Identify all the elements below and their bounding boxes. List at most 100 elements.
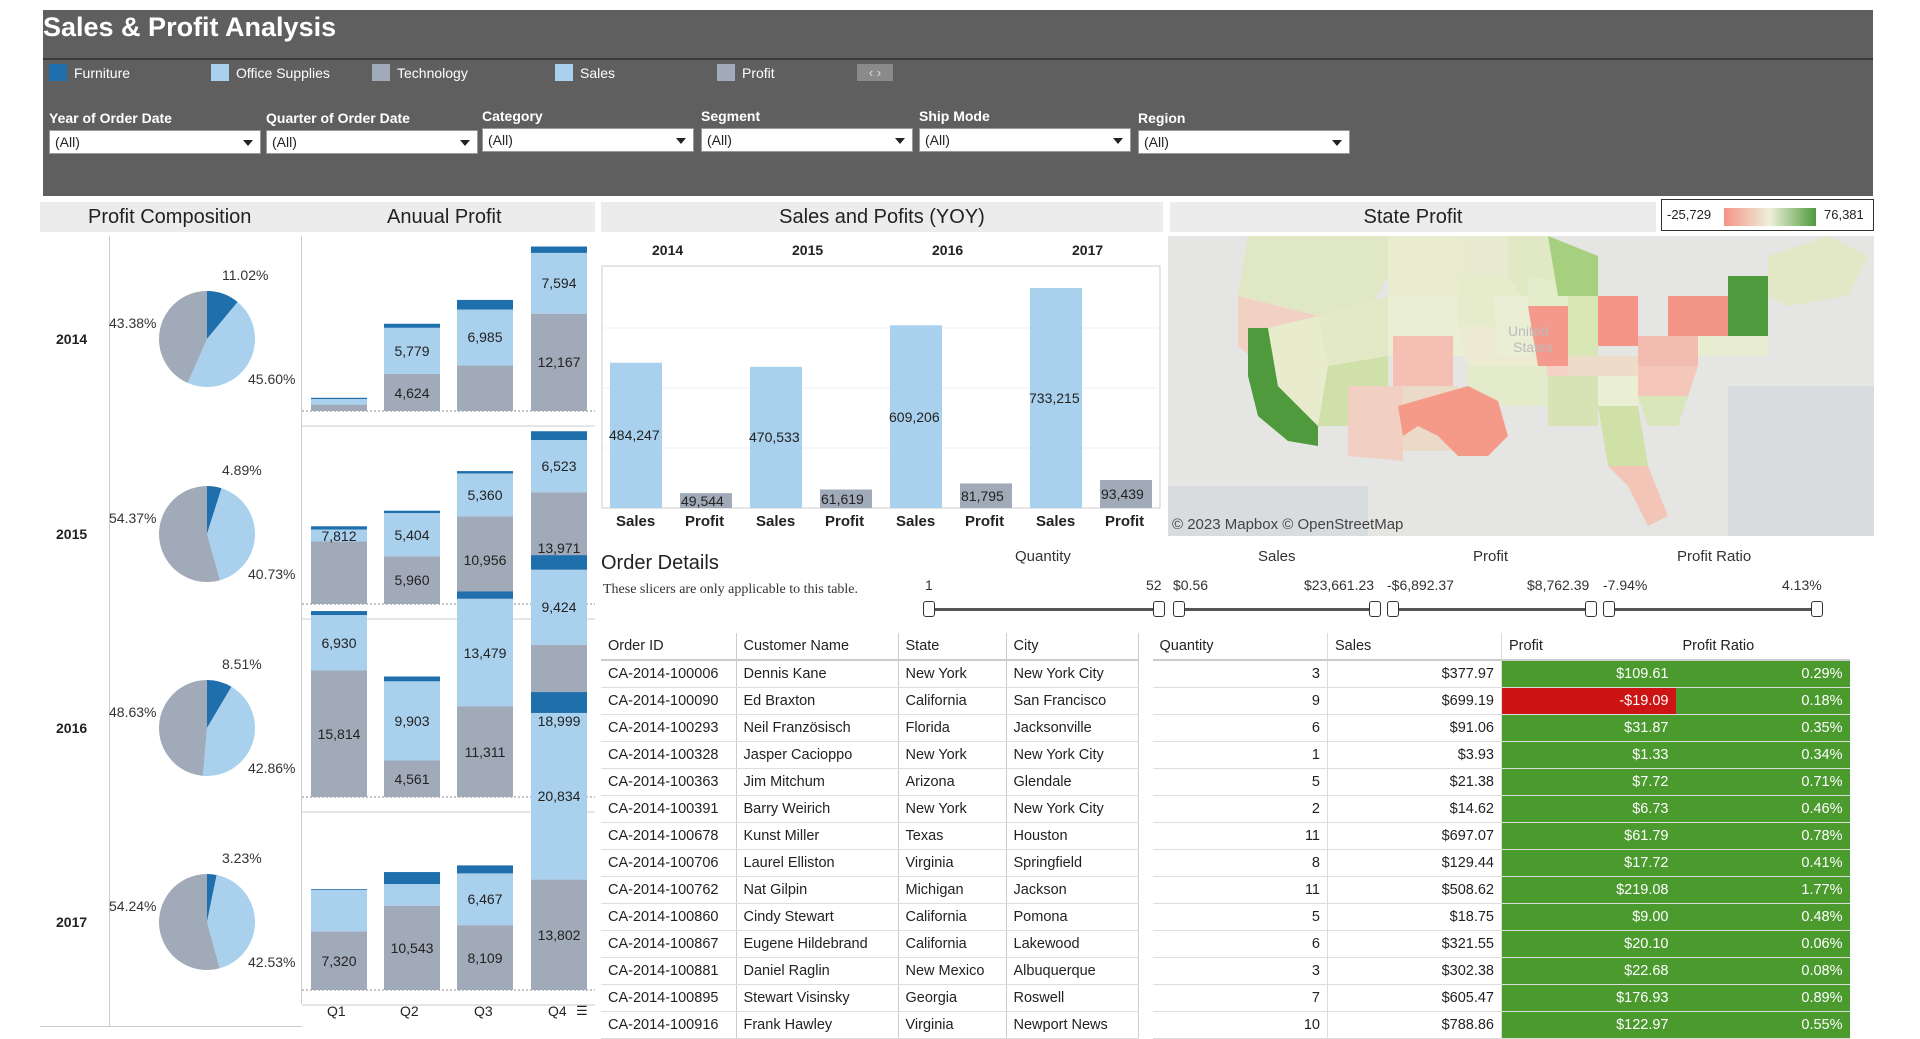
- bar-segment-office[interactable]: [384, 327, 440, 375]
- table-row[interactable]: CA-2014-100678 Kunst Miller Texas Houston 11…: [601, 822, 1850, 850]
- table-row[interactable]: CA-2014-100762 Nat Gilpin Michigan Jackson 1…: [601, 876, 1850, 904]
- bar-segment-office[interactable]: [384, 884, 440, 906]
- bar-segment-technology[interactable]: [457, 516, 513, 604]
- bar-segment-technology[interactable]: [457, 365, 513, 411]
- bar-segment-technology[interactable]: [311, 931, 367, 990]
- year-select[interactable]: (All): [49, 130, 261, 154]
- bar-segment-office[interactable]: [311, 529, 367, 542]
- bar-segment-office[interactable]: [457, 473, 513, 517]
- bar-segment-office[interactable]: [531, 712, 587, 880]
- bar-segment-office[interactable]: [311, 615, 367, 671]
- col-city[interactable]: City: [1006, 633, 1139, 661]
- table-row[interactable]: CA-2014-100881 Daniel Raglin New Mexico Alb…: [601, 957, 1850, 985]
- col-state[interactable]: State: [898, 633, 1007, 661]
- pie-slice-furniture[interactable]: [207, 486, 222, 534]
- profit-bar[interactable]: [1100, 479, 1152, 508]
- bar-segment-technology[interactable]: [531, 879, 587, 990]
- bar-segment-furniture[interactable]: [384, 676, 440, 682]
- legend-profit[interactable]: Profit: [717, 64, 775, 81]
- bar-segment-furniture[interactable]: [531, 692, 587, 713]
- bar-segment-furniture[interactable]: [311, 526, 367, 530]
- col-customer-name[interactable]: Customer Name: [736, 633, 899, 661]
- pie-slice-office-supplies[interactable]: [207, 488, 256, 581]
- bar-segment-technology[interactable]: [457, 925, 513, 990]
- profit-bar[interactable]: [820, 489, 872, 508]
- slider-handle-max[interactable]: [1585, 601, 1597, 617]
- table-row[interactable]: CA-2014-100328 Jasper Cacioppo New York New…: [601, 741, 1850, 769]
- col-profit-ratio[interactable]: Profit Ratio: [1675, 633, 1850, 661]
- pie-slice-furniture[interactable]: [207, 680, 232, 728]
- bar-segment-technology[interactable]: [531, 313, 587, 411]
- slider-handle-min[interactable]: [1387, 601, 1399, 617]
- sales-bar[interactable]: [1030, 288, 1082, 508]
- state-profit-map[interactable]: United States: [1168, 236, 1874, 536]
- slider-handle-min[interactable]: [923, 601, 935, 617]
- table-row[interactable]: CA-2014-100860 Cindy Stewart California Pom…: [601, 903, 1850, 931]
- bar-segment-office[interactable]: [311, 889, 367, 932]
- bar-segment-furniture[interactable]: [311, 397, 367, 399]
- bar-segment-technology[interactable]: [384, 374, 440, 411]
- category-select[interactable]: (All): [482, 128, 694, 152]
- bar-segment-office[interactable]: [311, 399, 367, 405]
- bar-segment-office[interactable]: [531, 569, 587, 646]
- slider-handle-min[interactable]: [1173, 601, 1185, 617]
- pie-slice-technology[interactable]: [158, 874, 220, 970]
- profit-ratio-slider[interactable]: [1603, 601, 1823, 617]
- bar-segment-technology[interactable]: [384, 905, 440, 990]
- bar-segment-office[interactable]: [384, 681, 440, 761]
- table-row[interactable]: CA-2014-100090 Ed Braxton California San Fr…: [601, 687, 1850, 715]
- bar-segment-furniture[interactable]: [384, 323, 440, 328]
- col-order-id[interactable]: Order ID: [601, 633, 737, 661]
- bar-segment-furniture[interactable]: [311, 889, 367, 890]
- bar-segment-furniture[interactable]: [457, 865, 513, 874]
- legend-technology[interactable]: Technology: [372, 64, 468, 81]
- pie-slice-office-supplies[interactable]: [202, 686, 256, 777]
- table-row[interactable]: CA-2014-100293 Neil Französisch Florida Jac…: [601, 714, 1850, 742]
- bar-segment-furniture[interactable]: [457, 591, 513, 599]
- sales-slider[interactable]: [1173, 601, 1381, 617]
- bar-segment-furniture[interactable]: [457, 471, 513, 474]
- bar-segment-furniture[interactable]: [311, 611, 367, 616]
- table-row[interactable]: CA-2014-100391 Barry Weirich New York New Y…: [601, 795, 1850, 823]
- legend-furniture[interactable]: Furniture: [49, 64, 130, 81]
- region-select[interactable]: (All): [1138, 130, 1350, 154]
- legend-office-supplies[interactable]: Office Supplies: [211, 64, 330, 81]
- sales-bar[interactable]: [610, 362, 662, 508]
- bar-segment-technology[interactable]: [311, 404, 367, 411]
- bar-segment-office[interactable]: [384, 513, 440, 557]
- slider-handle-max[interactable]: [1153, 601, 1165, 617]
- col-profit[interactable]: Profit: [1501, 633, 1676, 661]
- pie-slice-office-supplies[interactable]: [187, 302, 256, 387]
- pie-slice-office-supplies[interactable]: [207, 874, 255, 969]
- col-sales[interactable]: Sales: [1327, 633, 1502, 661]
- bar-segment-furniture[interactable]: [531, 431, 587, 441]
- bar-segment-technology[interactable]: [311, 541, 367, 604]
- sort-icon[interactable]: ☰: [576, 1003, 588, 1018]
- bar-segment-furniture[interactable]: [384, 872, 440, 885]
- bar-segment-furniture[interactable]: [531, 555, 587, 570]
- bar-segment-office[interactable]: [531, 440, 587, 493]
- table-row[interactable]: CA-2014-100006 Dennis Kane New York New Yor…: [601, 660, 1850, 688]
- bar-segment-furniture[interactable]: [531, 246, 587, 253]
- sales-bar[interactable]: [750, 366, 802, 508]
- slider-handle-max[interactable]: [1811, 601, 1823, 617]
- profit-bar[interactable]: [960, 483, 1012, 508]
- bar-segment-technology[interactable]: [384, 556, 440, 604]
- profit-bar[interactable]: [680, 493, 732, 508]
- col-quantity[interactable]: Quantity: [1152, 633, 1328, 661]
- pie-slice-technology[interactable]: [158, 680, 207, 776]
- table-row[interactable]: CA-2014-100895 Stewart Visinsky Georgia Ros…: [601, 984, 1850, 1012]
- pie-slice-furniture[interactable]: [207, 291, 238, 339]
- slider-handle-max[interactable]: [1369, 601, 1381, 617]
- quantity-slider[interactable]: [923, 601, 1165, 617]
- legend-sales[interactable]: Sales: [555, 64, 615, 81]
- slider-handle-min[interactable]: [1603, 601, 1615, 617]
- bar-segment-office[interactable]: [531, 252, 587, 314]
- segment-select[interactable]: (All): [701, 128, 913, 152]
- bar-segment-office[interactable]: [457, 309, 513, 366]
- ship-mode-select[interactable]: (All): [919, 128, 1131, 152]
- profit-slider[interactable]: [1387, 601, 1597, 617]
- pie-slice-furniture[interactable]: [207, 874, 217, 922]
- quarter-select[interactable]: (All): [266, 130, 478, 154]
- bar-segment-office[interactable]: [457, 598, 513, 707]
